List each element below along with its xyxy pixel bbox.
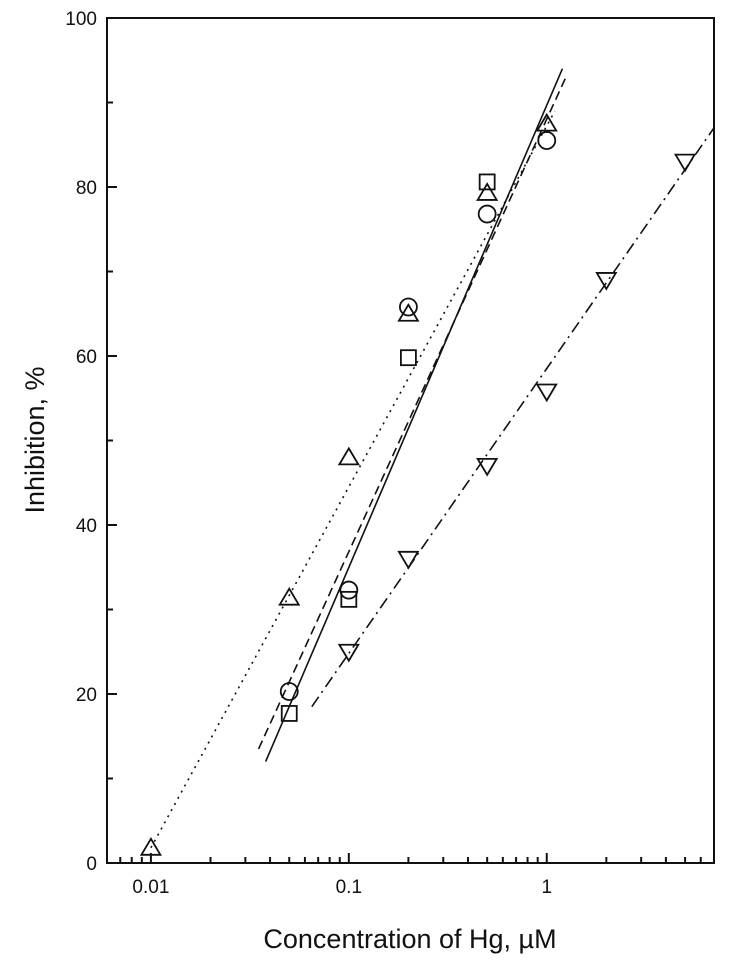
data-point-triangle-down (476, 457, 499, 477)
x-axis-title: Concentration of Hg, µM (263, 924, 556, 954)
data-point-triangle-up (278, 586, 301, 606)
data-point-triangle-up (535, 112, 558, 132)
data-markers (139, 112, 697, 856)
y-tick-label: 20 (76, 685, 97, 706)
data-point-triangle-up (397, 302, 420, 322)
fit-line-square (257, 76, 567, 750)
fit-lines (150, 68, 715, 849)
y-tick-label: 80 (76, 178, 97, 199)
data-point-triangle-down (673, 153, 697, 173)
data-point-triangle-down (397, 550, 420, 570)
data-point-triangle-down (595, 272, 618, 291)
plot-frame (106, 17, 715, 864)
data-point-square (280, 705, 298, 722)
y-tick-label: 60 (76, 347, 97, 368)
data-point-circle (477, 204, 497, 224)
y-tick-label: 0 (86, 854, 97, 875)
y-tick-label: 40 (76, 516, 97, 537)
x-tick-label: 1 (541, 877, 552, 898)
data-point-circle (339, 580, 359, 600)
data-point-triangle-down (535, 383, 558, 403)
data-point-circle (279, 682, 299, 701)
data-point-circle (399, 297, 418, 317)
fit-line-triangle-down (311, 127, 715, 708)
data-point-triangle-up (476, 182, 499, 201)
fit-line-circle (264, 68, 564, 762)
data-point-circle (537, 131, 557, 150)
x-tick-label: 0.01 (132, 877, 169, 898)
data-point-square (478, 173, 496, 191)
y-axis-ticks: 0 20 40 60 80 100 (65, 9, 117, 875)
x-tick-label: 0.1 (336, 877, 362, 898)
x-axis-ticks: 0.01 0.1 1 (106, 853, 715, 898)
data-point-square (400, 349, 417, 367)
data-point-triangle-up (337, 446, 360, 466)
y-tick-label: 100 (65, 9, 97, 30)
fit-line-triangle-up (150, 110, 556, 849)
data-point-triangle-down (337, 643, 360, 663)
y-axis-title: Inhibition, % (20, 366, 50, 513)
data-point-square (340, 590, 358, 608)
